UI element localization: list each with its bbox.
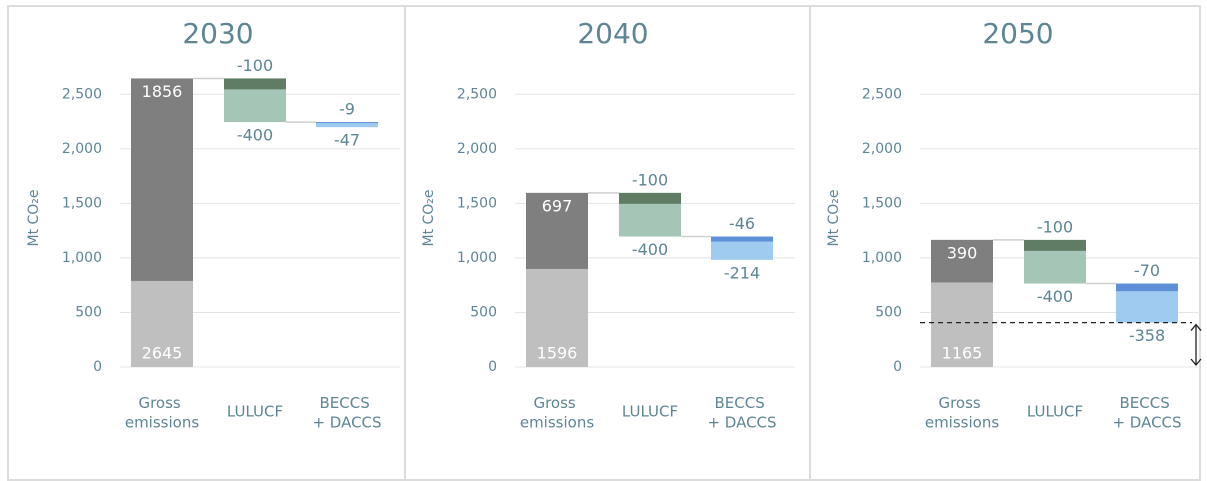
panel: 2030 Mt CO₂e 0 500 1,000 1,500 2,000 2,500 1856 2… (26, 17, 400, 431)
bar-part (711, 236, 773, 242)
value-label: 1856 (142, 82, 183, 101)
x-tick-label: BECCS + DACCS (1112, 394, 1181, 432)
chart-title: 2050 (982, 17, 1053, 50)
y-tick-label: 500 (470, 304, 497, 320)
bar-part (1024, 239, 1086, 251)
x-tick-label: Gross emissions (925, 394, 999, 432)
value-label: -70 (1134, 261, 1160, 280)
value-label: -400 (632, 240, 668, 259)
bar-part (619, 192, 681, 204)
y-tick-label: 500 (875, 304, 902, 320)
value-label: -100 (237, 56, 273, 75)
value-label: -214 (724, 263, 760, 282)
x-tick-label: LULUCF (227, 403, 283, 421)
chart-title: 2030 (182, 17, 253, 50)
y-tick-label: 0 (93, 359, 102, 375)
value-label: 1596 (537, 344, 578, 363)
bar (711, 236, 773, 260)
value-label: -100 (632, 170, 668, 189)
y-tick-label: 1,500 (457, 195, 497, 211)
bar-part (931, 239, 993, 283)
bar-part (526, 192, 588, 269)
value-label: -9 (339, 100, 355, 119)
chart-title: 2040 (577, 17, 648, 50)
y-axis-label: Mt CO₂e (826, 189, 842, 246)
y-tick-label: 2,500 (62, 86, 102, 102)
value-label: 1165 (942, 344, 983, 363)
y-tick-label: 2,000 (62, 141, 102, 157)
x-tick-label: BECCS + DACCS (707, 394, 776, 432)
value-label: -358 (1129, 326, 1165, 345)
y-tick-label: 1,000 (62, 250, 102, 266)
bar (316, 122, 378, 128)
y-tick-label: 0 (488, 359, 497, 375)
x-tick-label: LULUCF (1027, 403, 1083, 421)
bar-part (316, 122, 378, 124)
y-tick-label: 1,500 (862, 195, 902, 211)
value-label: -100 (1037, 217, 1073, 236)
frame (7, 5, 1201, 481)
panel: 2040 Mt CO₂e 0 500 1,000 1,500 2,000 2,500 697 15… (421, 17, 795, 431)
bar-part (1116, 283, 1178, 292)
x-tick-label: BECCS + DACCS (312, 394, 381, 432)
panel: 2050 Mt CO₂e 0 500 1,000 1,500 2,000 2,500 390 11… (826, 17, 1202, 432)
y-tick-label: 0 (893, 359, 902, 375)
y-axis-label: Mt CO₂e (421, 189, 437, 246)
bar-part (131, 78, 193, 281)
value-label: -46 (729, 214, 755, 233)
value-label: 697 (542, 196, 573, 215)
x-tick-label: Gross emissions (125, 394, 199, 432)
bar-part (224, 78, 286, 90)
y-tick-label: 1,000 (862, 250, 902, 266)
value-label: 2645 (142, 344, 183, 363)
y-tick-label: 1,500 (62, 195, 102, 211)
value-label: -47 (334, 131, 360, 150)
value-label: 390 (947, 243, 978, 262)
value-label: -400 (1037, 287, 1073, 306)
x-tick-label: Gross emissions (520, 394, 594, 432)
y-tick-label: 2,000 (457, 141, 497, 157)
x-tick-label: LULUCF (622, 403, 678, 421)
value-label: -400 (237, 126, 273, 145)
y-tick-label: 2,500 (457, 86, 497, 102)
y-tick-label: 500 (75, 304, 102, 320)
y-axis-label: Mt CO₂e (26, 189, 42, 246)
y-tick-label: 2,500 (862, 86, 902, 102)
y-tick-label: 2,000 (862, 141, 902, 157)
arrow-head (1190, 323, 1202, 367)
y-tick-label: 1,000 (457, 250, 497, 266)
